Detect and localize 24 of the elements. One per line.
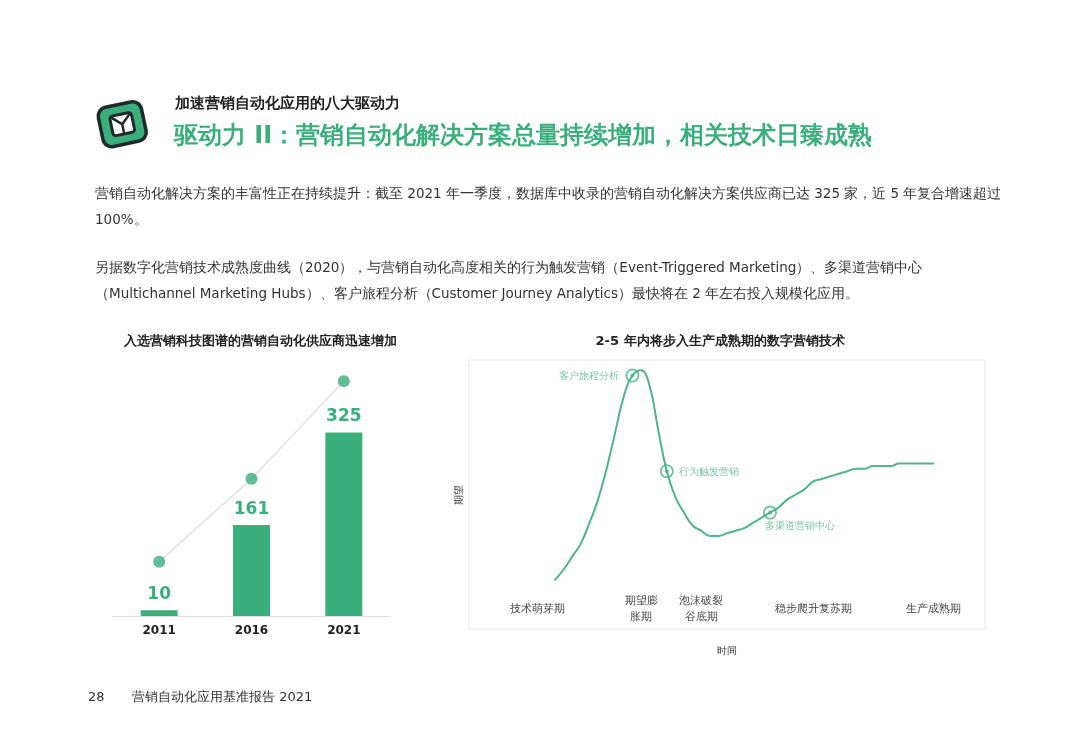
chart-title: 入选营销科技图谱的营销自动化供应商迅速增加 <box>122 333 397 348</box>
annotation: 多渠道营销中心 <box>765 520 835 532</box>
data-label: 325 <box>326 405 362 426</box>
data-label: 161 <box>233 497 270 518</box>
x-tick-label: 技术萌芽期 <box>509 601 566 615</box>
text: 另据数字化营销技术成熟度曲线（2020），与营销自动化高度相关的行为触发营销（Event-Triggered Marketing）、多渠道营销中心（Multichannel Marketing Hubs）、客户旅程分析（Customer Journey Analytics）最快将在 2 年左右投入规模化应用。 <box>95 258 924 303</box>
x-axis-title: 时间 <box>717 644 737 656</box>
x-tick-label: 2011 <box>142 623 176 637</box>
text: 28 <box>88 688 106 706</box>
text: 营销自动化解决方案的丰富性正在持续提升：截至 2021 年一季度，数据库中收录的营销自动化解决方案供应商已达 325 家，近 5 年复合增速超过 100%。 <box>95 184 1003 229</box>
x-tick-label: 稳步爬升复苏期 <box>774 601 852 615</box>
data-label: 10 <box>147 582 172 603</box>
y-axis-title: 期望 <box>452 484 464 505</box>
text: 营销自动化应用基准报告 2021 <box>132 688 314 706</box>
x-tick-label: 泡沫破裂谷底期 <box>679 593 724 623</box>
x-tick-label: 2021 <box>327 623 361 637</box>
x-tick-label: 2016 <box>234 623 269 637</box>
annotation: 客户旅程分析 <box>559 370 620 382</box>
text: 驱动力 II：营销自动化解决方案总量持续增加，相关技术日臻成熟 <box>174 120 873 151</box>
x-tick-label: 生产成熟期 <box>905 601 961 615</box>
text: 加速营销自动化应用的八大驱动力 <box>175 94 400 113</box>
chart-title: 2-5 年内将步入生产成熟期的数字营销技术 <box>595 333 845 348</box>
x-tick-label: 期望膨胀期 <box>624 593 658 623</box>
annotation: 行为触发营销 <box>678 465 739 477</box>
